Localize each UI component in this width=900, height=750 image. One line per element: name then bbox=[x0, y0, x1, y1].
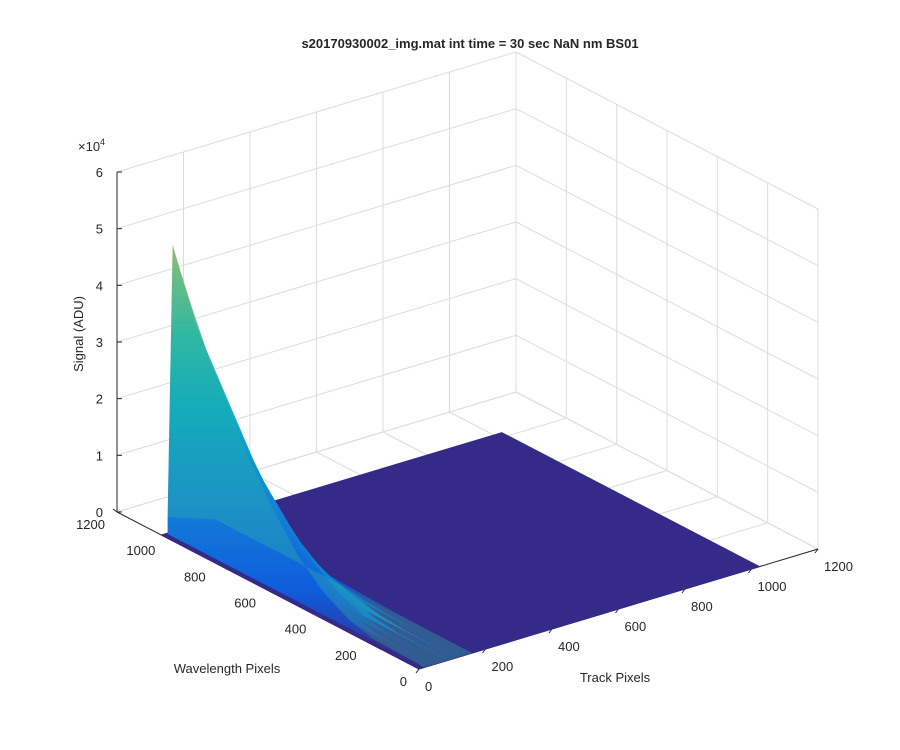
z-tick-label: 0 bbox=[96, 505, 103, 520]
surface-ridge-slice bbox=[167, 244, 425, 668]
y-tick-label: 200 bbox=[335, 648, 357, 663]
z-tick-label: 4 bbox=[96, 278, 103, 293]
x-tick-label: 600 bbox=[625, 619, 647, 634]
z-tick-label: 1 bbox=[96, 448, 103, 463]
surface-ridge-flank bbox=[167, 244, 473, 668]
chart-title: s20170930002_img.mat int time = 30 sec N… bbox=[301, 36, 638, 51]
surface-plot bbox=[159, 244, 761, 670]
y-tick-label: 400 bbox=[285, 622, 307, 637]
z-exponent-base: ×10 bbox=[78, 139, 100, 154]
y-tick-label: 1200 bbox=[76, 517, 105, 532]
z-exponent-label: ×10 4 bbox=[78, 137, 105, 154]
z-exponent-power: 4 bbox=[100, 137, 105, 147]
tick-labels: 0200400600800100012000200400600800100012… bbox=[76, 165, 853, 694]
z-tick-label: 2 bbox=[96, 392, 103, 407]
surface-baseline-plane bbox=[159, 432, 761, 670]
y-tick-label: 1000 bbox=[126, 543, 155, 558]
x-tick-label: 1200 bbox=[824, 559, 853, 574]
z-axis-label: Signal (ADU) bbox=[71, 296, 86, 372]
y-tick-label: 800 bbox=[184, 569, 206, 584]
side-wall-grid-line bbox=[515, 334, 819, 493]
side-wall-grid-line bbox=[515, 221, 819, 380]
side-wall-grid-line bbox=[515, 164, 819, 323]
y-tick-label: 600 bbox=[234, 596, 256, 611]
side-wall-grid-line bbox=[515, 278, 819, 437]
x-tick-label: 400 bbox=[558, 639, 580, 654]
side-wall-grid-line bbox=[515, 391, 819, 550]
x-tick-mark bbox=[814, 548, 819, 554]
x-tick-mark bbox=[415, 668, 420, 674]
back-wall-grid-line bbox=[116, 51, 517, 173]
x-tick-label: 200 bbox=[492, 659, 514, 674]
side-wall-grid-line bbox=[515, 108, 819, 267]
back-wall-grid-line bbox=[116, 164, 517, 286]
back-wall-grid-line bbox=[116, 108, 517, 230]
x-tick-label: 0 bbox=[425, 679, 432, 694]
side-wall-grid-line bbox=[515, 51, 819, 210]
z-tick-label: 5 bbox=[96, 222, 103, 237]
y-tick-mark bbox=[112, 508, 118, 513]
z-tick-label: 3 bbox=[96, 335, 103, 350]
x-tick-label: 1000 bbox=[758, 579, 787, 594]
y-axis-label: Wavelength Pixels bbox=[174, 661, 281, 676]
x-tick-label: 800 bbox=[691, 599, 713, 614]
y-tick-label: 0 bbox=[400, 674, 407, 689]
x-axis-label: Track Pixels bbox=[580, 670, 651, 685]
z-tick-label: 6 bbox=[96, 165, 103, 180]
